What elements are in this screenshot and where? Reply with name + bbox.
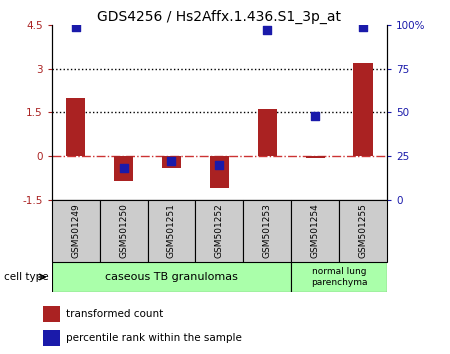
- Bar: [306, 156, 325, 158]
- Bar: [43, 330, 60, 346]
- Point: [360, 24, 367, 29]
- Text: GSM501249: GSM501249: [71, 204, 80, 258]
- Bar: [210, 156, 229, 188]
- Point: [311, 113, 319, 119]
- Text: GSM501252: GSM501252: [215, 204, 224, 258]
- Bar: [291, 200, 339, 262]
- Bar: [99, 200, 148, 262]
- Text: normal lung
parenchyma: normal lung parenchyma: [311, 267, 367, 287]
- Point: [216, 162, 223, 168]
- Bar: [52, 200, 99, 262]
- Bar: [291, 262, 387, 292]
- Bar: [114, 156, 133, 181]
- Bar: [243, 200, 291, 262]
- Bar: [66, 98, 86, 156]
- Text: GSM501251: GSM501251: [167, 204, 176, 258]
- Text: GSM501253: GSM501253: [263, 204, 272, 258]
- Bar: [258, 109, 277, 156]
- Text: GSM501255: GSM501255: [359, 204, 368, 258]
- Bar: [339, 200, 387, 262]
- Point: [120, 166, 127, 171]
- Bar: [148, 200, 195, 262]
- Text: GSM501250: GSM501250: [119, 204, 128, 258]
- Bar: [354, 63, 373, 156]
- Text: percentile rank within the sample: percentile rank within the sample: [66, 332, 242, 343]
- Text: cell type: cell type: [4, 272, 49, 282]
- Point: [72, 24, 79, 29]
- Title: GDS4256 / Hs2Affx.1.436.S1_3p_at: GDS4256 / Hs2Affx.1.436.S1_3p_at: [97, 10, 342, 24]
- Text: transformed count: transformed count: [66, 309, 163, 319]
- Point: [168, 159, 175, 164]
- Bar: [162, 156, 181, 168]
- Point: [264, 27, 271, 33]
- Bar: [195, 200, 243, 262]
- Bar: [43, 306, 60, 322]
- Bar: [52, 262, 291, 292]
- Text: GSM501254: GSM501254: [310, 204, 320, 258]
- Text: caseous TB granulomas: caseous TB granulomas: [105, 272, 238, 282]
